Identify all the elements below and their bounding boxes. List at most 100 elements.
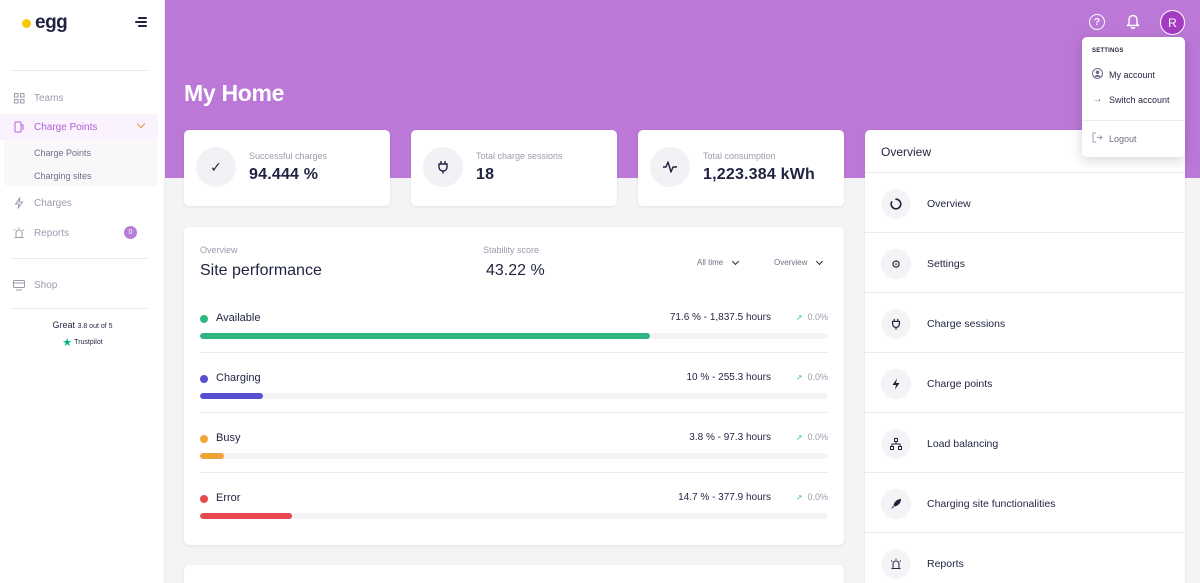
rocket-icon — [881, 489, 911, 519]
plug-icon — [423, 147, 463, 187]
view-select-value: Overview — [774, 258, 808, 267]
site-performance-card: Overview Site performance Stability scor… — [184, 227, 844, 545]
overview-panel: Overview Overview ⚙ Settings Charge sess… — [865, 130, 1185, 583]
logo-text: egg — [35, 12, 68, 33]
bolt-icon — [881, 369, 911, 399]
avatar[interactable]: R — [1160, 10, 1185, 35]
progress-track — [200, 393, 828, 399]
sidebar-item-shop[interactable]: Shop — [0, 272, 158, 298]
overview-item-overview[interactable]: Overview — [865, 172, 1185, 232]
sidebar-item-charge-points[interactable]: Charge Points — [0, 114, 158, 140]
sidebar-divider — [10, 308, 148, 309]
trustpilot-widget[interactable]: Great 3.8 out of 5 ★ Trustpilot — [0, 320, 165, 349]
overview-item-reports[interactable]: Reports — [865, 532, 1185, 583]
trend-up-icon: ↗ — [795, 313, 803, 322]
sidebar-divider — [10, 258, 148, 259]
overview-item-load-balancing[interactable]: Load balancing — [865, 412, 1185, 472]
metric-name: Busy — [216, 432, 241, 444]
sidebar-item-label: Teams — [34, 92, 64, 104]
metric-trend: ↗ 0.0% — [795, 312, 828, 322]
progress-track — [200, 453, 828, 459]
status-dot — [200, 315, 208, 323]
metric-name: Error — [216, 492, 241, 504]
overview-item-label: Charge points — [927, 378, 993, 390]
stat-label: Total consumption — [703, 151, 776, 161]
trustpilot-brand: Trustpilot — [74, 339, 103, 346]
alarm-icon — [13, 227, 25, 239]
period-select[interactable]: All time — [697, 257, 740, 267]
metric-error: Error 14.7 % - 377.9 hours ↗ 0.0% — [200, 487, 828, 547]
overview-item-charge-points[interactable]: Charge points — [865, 352, 1185, 412]
sidebar-divider — [10, 70, 148, 71]
sidebar-item-charges[interactable]: Charges — [0, 190, 158, 216]
switch-account-menu-item[interactable]: → Switch account — [1092, 94, 1170, 105]
trustpilot-rating: 3.8 out of 5 — [77, 323, 113, 330]
overview-item-label: Overview — [927, 198, 971, 210]
metric-value: 10 % - 255.3 hours — [686, 372, 772, 383]
trustpilot-word: Great — [52, 320, 75, 330]
menu-item-label: Switch account — [1109, 94, 1170, 105]
metric-trend: ↗ 0.0% — [795, 372, 828, 382]
overview-item-settings[interactable]: ⚙ Settings — [865, 232, 1185, 292]
stat-value: 1,223.384 kWh — [703, 166, 815, 183]
gear-icon: ⚙ — [881, 249, 911, 279]
overview-item-charging-site-functionalities[interactable]: Charging site functionalities — [865, 472, 1185, 532]
logo[interactable]: egg — [22, 12, 68, 34]
sidebar-subitem-charge-points[interactable]: Charge Points — [34, 148, 92, 158]
metric-value: 3.8 % - 97.3 hours — [689, 432, 771, 443]
metric-trend: ↗ 0.0% — [795, 432, 828, 442]
chevron-down-icon — [816, 257, 824, 265]
page-title: My Home — [184, 80, 285, 106]
reports-count-badge: 0 — [124, 226, 137, 239]
overview-item-charge-sessions[interactable]: Charge sessions — [865, 292, 1185, 352]
spinner-icon — [881, 189, 911, 219]
view-select[interactable]: Overview — [774, 257, 824, 267]
sidebar-item-label: Charge Points — [34, 121, 98, 133]
stat-card-charge-sessions: Total charge sessions 18 — [411, 130, 617, 206]
sidebar-item-teams[interactable]: Teams — [0, 85, 158, 111]
sidebar-item-label: Charges — [34, 197, 72, 209]
sidebar-subitem-charging-sites[interactable]: Charging sites — [34, 171, 92, 181]
progress-track — [200, 513, 828, 519]
trend-up-icon: ↗ — [795, 373, 803, 382]
stat-card-total-consumption: Total consumption 1,223.384 kWh — [638, 130, 844, 206]
user-icon — [1092, 68, 1103, 82]
alarm-icon — [881, 549, 911, 579]
next-card — [184, 565, 844, 583]
overview-panel-title: Overview — [881, 145, 932, 159]
metric-value: 14.7 % - 377.9 hours — [678, 492, 771, 503]
check-icon: ✓ — [196, 147, 236, 187]
status-dot — [200, 375, 208, 383]
overview-item-label: Load balancing — [927, 438, 999, 450]
chevron-down-icon — [732, 257, 740, 265]
sidebar-item-label: Shop — [34, 279, 58, 291]
star-icon: ★ — [62, 337, 73, 349]
charger-icon — [13, 121, 25, 133]
overview-item-label: Charge sessions — [927, 318, 1006, 330]
menu-item-label: My account — [1109, 70, 1156, 80]
progress-fill — [200, 513, 293, 519]
stability-score-label: Stability score — [483, 245, 540, 255]
period-select-value: All time — [697, 258, 724, 267]
sidebar-item-reports[interactable]: Reports — [0, 220, 158, 246]
dropdown-heading: SETTINGS — [1092, 48, 1124, 54]
logout-menu-item[interactable]: Logout — [1092, 132, 1137, 146]
row-divider — [200, 352, 828, 353]
help-icon[interactable]: ? — [1089, 14, 1105, 30]
stability-score-value: 43.22 % — [486, 262, 545, 279]
metric-name: Charging — [216, 372, 261, 384]
performance-title: Site performance — [200, 262, 322, 279]
trend-up-icon: ↗ — [795, 433, 803, 442]
grid-icon — [13, 92, 25, 104]
stat-value: 18 — [476, 166, 495, 183]
plug-icon — [881, 309, 911, 339]
my-account-menu-item[interactable]: My account — [1092, 68, 1155, 82]
pulse-icon — [650, 147, 690, 187]
metric-charging: Charging 10 % - 255.3 hours ↗ 0.0% — [200, 367, 828, 427]
status-dot — [200, 435, 208, 443]
stat-value: 94.444 % — [249, 166, 319, 183]
bell-icon[interactable] — [1126, 13, 1140, 30]
metric-available: Available 71.6 % - 1,837.5 hours ↗ 0.0% — [200, 307, 828, 367]
menu-toggle-icon[interactable] — [135, 16, 149, 28]
overview-item-label: Reports — [927, 558, 964, 570]
